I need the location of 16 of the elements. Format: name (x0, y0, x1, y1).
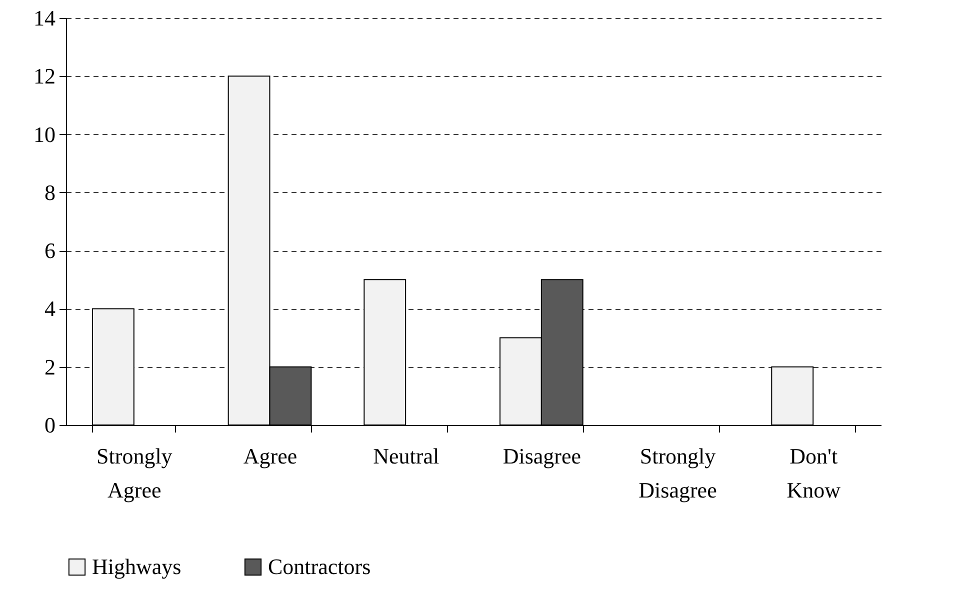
y-tick-label: 14 (34, 6, 56, 30)
x-tick-label: Agree (243, 444, 298, 468)
legend-label: Highways (92, 554, 182, 579)
y-tick-label: 8 (44, 180, 56, 205)
y-tick-label: 12 (34, 64, 56, 89)
x-tick-label: Strongly Disagree (638, 444, 717, 502)
y-tick-label: 4 (44, 296, 56, 322)
x-tick-label: Strongly Agree (96, 444, 172, 502)
y-tick-label: 6 (44, 238, 56, 264)
y-tick-label: 0 (44, 412, 56, 438)
x-tick-label: Neutral (373, 444, 440, 468)
y-tick-label: 10 (34, 122, 56, 147)
legend-label: Contractors (268, 554, 371, 579)
x-tick-label: Don't Know (786, 444, 841, 502)
x-tick-label: Disagree (502, 444, 582, 468)
y-tick-label: 2 (44, 354, 56, 380)
